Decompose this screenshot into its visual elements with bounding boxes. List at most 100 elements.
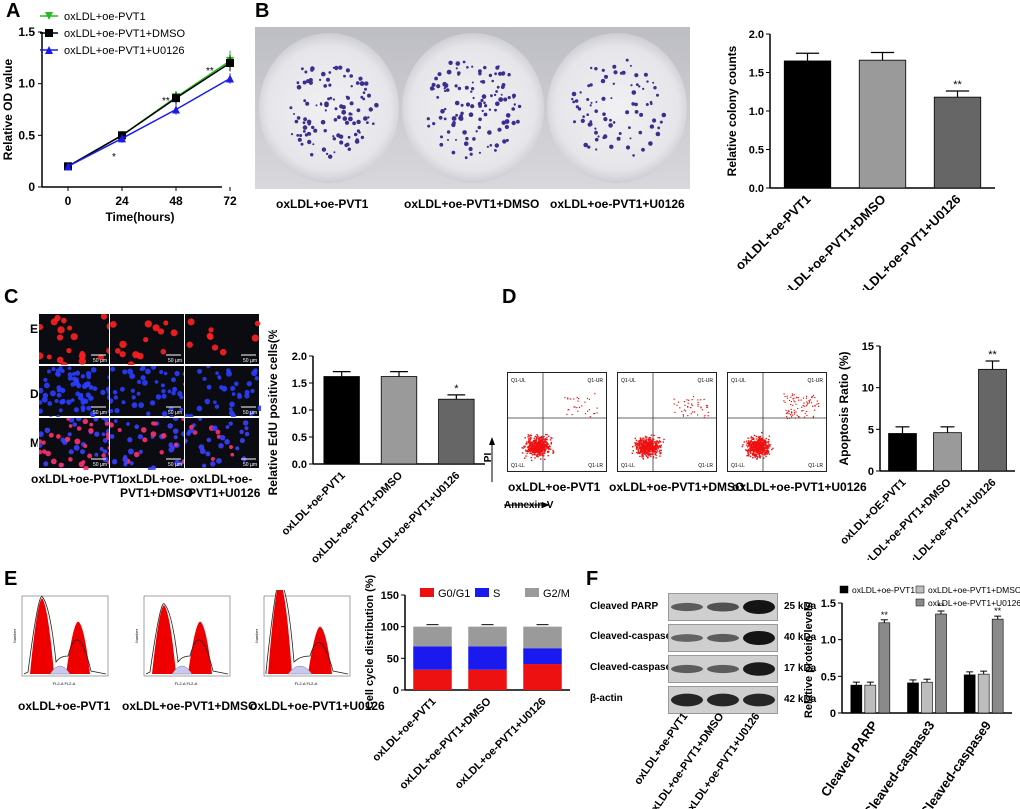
event-dot — [543, 435, 545, 438]
y-tick-label: 0 — [868, 466, 874, 478]
cell — [160, 348, 167, 355]
event-dot — [645, 437, 647, 439]
cell — [171, 391, 176, 396]
event-dot — [679, 407, 681, 409]
cell — [208, 327, 214, 333]
event-dot — [703, 416, 705, 418]
stack-segment — [413, 646, 452, 670]
event-dot — [540, 450, 543, 452]
event-dot — [746, 444, 748, 446]
cell — [37, 323, 44, 331]
colony-dot — [484, 104, 488, 108]
event-dot — [803, 405, 805, 407]
event-dot — [648, 453, 650, 456]
wb-lane-labels: oxLDL+oe-PVT1oxLDL+oe-PVT1+DMSOoxLDL+oe-… — [632, 710, 762, 809]
e-label-1: oxLDL+oe-PVT1 — [18, 699, 111, 713]
event-dot — [550, 437, 552, 439]
colony-dot — [488, 108, 492, 111]
colony-dot — [656, 93, 659, 97]
legend-label: oxLDL+oe-PVT1+U0126 — [928, 598, 1020, 608]
cell — [150, 364, 157, 370]
s-phase-area — [287, 665, 313, 675]
x-tick-label: 48 — [169, 194, 183, 208]
event-dot — [758, 453, 761, 455]
cell — [101, 453, 106, 458]
event-dot — [528, 442, 531, 444]
y-axis-label: Relative EdU positive cells(%) — [266, 330, 280, 495]
cell — [86, 405, 92, 411]
y-tick-label: 0.5 — [292, 432, 307, 444]
cell — [130, 388, 135, 393]
event-dot — [764, 439, 767, 441]
event-dot — [649, 450, 651, 452]
colony-dot — [649, 124, 655, 129]
event-dot — [532, 445, 535, 447]
hist-axis-y: Number — [12, 628, 17, 643]
event-dot — [536, 434, 538, 436]
event-dot — [754, 442, 756, 444]
legend-label: oxLDL+oe-PVT1 — [852, 585, 915, 595]
event-dot — [760, 451, 762, 453]
event-dot — [763, 444, 765, 446]
colony-dot — [618, 132, 622, 135]
y-tick-label: 0.5 — [749, 145, 764, 157]
cell — [172, 386, 178, 392]
cell — [67, 366, 72, 371]
event-dot — [807, 402, 809, 404]
cell — [71, 376, 77, 382]
event-dot — [655, 457, 657, 459]
event-dot — [647, 445, 649, 448]
fluorescence-image: 50 µm — [108, 415, 188, 471]
colony-dot — [465, 136, 469, 141]
colony-dot — [594, 130, 598, 135]
bar — [977, 673, 990, 714]
event-dot — [816, 400, 818, 402]
data-point — [226, 74, 234, 83]
y-tick-label: 5 — [868, 424, 874, 436]
event-dot — [676, 404, 678, 406]
event-dot — [751, 449, 753, 452]
colony-dot — [347, 135, 351, 139]
cell — [206, 437, 212, 443]
cell — [231, 392, 236, 396]
cell — [43, 377, 48, 382]
colony-dot — [436, 84, 441, 89]
event-dot — [762, 447, 764, 450]
cell — [239, 438, 245, 444]
wb-label-parp: Cleaved PARP — [590, 601, 659, 612]
colony-dot — [342, 116, 348, 121]
cell — [35, 352, 44, 360]
cell — [174, 459, 181, 466]
cell — [173, 442, 179, 447]
d-label-2: oxLDL+oe-PVT1+DMSO — [609, 480, 745, 494]
colony-dot — [483, 112, 488, 117]
quadrant-label: Q1-UR — [807, 378, 823, 384]
quadrant-label: Q1-UL — [511, 378, 526, 384]
event-dot — [760, 447, 763, 449]
event-dot — [651, 444, 653, 446]
event-dot — [535, 448, 538, 450]
event-dot — [790, 401, 792, 403]
cell — [66, 399, 72, 405]
colony-dot — [603, 117, 608, 122]
event-dot — [652, 442, 654, 444]
colony-dot — [472, 137, 476, 141]
event-dot — [541, 453, 543, 455]
cell — [160, 383, 165, 388]
y-axis-label: Cell cycle distribution (%) — [364, 574, 376, 709]
event-dot — [657, 448, 659, 450]
event-dot — [641, 454, 643, 456]
cell — [228, 445, 234, 450]
event-dot — [546, 439, 548, 441]
event-dot — [658, 441, 660, 443]
event-dot — [772, 447, 774, 450]
event-dot — [637, 449, 639, 451]
cell — [172, 428, 179, 434]
event-dot — [593, 413, 595, 415]
event-dot — [753, 434, 756, 437]
event-dot — [657, 441, 659, 444]
event-dot — [532, 451, 534, 453]
event-dot — [533, 451, 535, 454]
event-dot — [531, 441, 533, 443]
event-dot — [643, 439, 645, 442]
